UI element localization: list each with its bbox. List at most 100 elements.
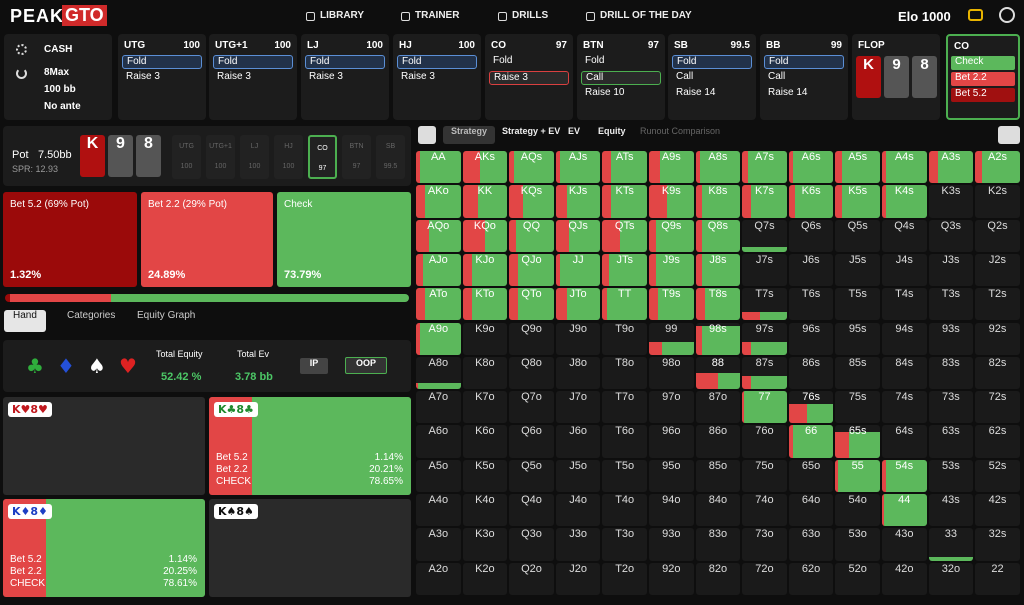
position-action[interactable]: Raise 3 bbox=[217, 71, 251, 82]
hand-cell[interactable]: 96o bbox=[649, 425, 694, 458]
mini-position[interactable]: CO 97 bbox=[308, 135, 337, 179]
hand-cell[interactable]: 77 bbox=[742, 391, 787, 424]
hand-cell[interactable]: J5o bbox=[555, 459, 601, 492]
current-action[interactable]: Bet 5.2 bbox=[951, 88, 1015, 102]
hand-cell[interactable]: K2s bbox=[975, 185, 1020, 218]
position-action[interactable]: Call bbox=[581, 71, 661, 85]
hand-cell[interactable]: 83s bbox=[928, 356, 974, 390]
hand-cell[interactable]: K9o bbox=[462, 322, 508, 355]
hand-cell[interactable]: TT bbox=[602, 288, 647, 321]
grid-tab[interactable]: Strategy + EV bbox=[502, 126, 561, 136]
hand-cell[interactable]: J4s bbox=[882, 253, 927, 287]
hand-cell[interactable]: Q6s bbox=[788, 219, 834, 252]
hand-cell[interactable]: T5o bbox=[602, 459, 647, 492]
position-box[interactable]: BTN 97 Fold Call Raise 10 bbox=[577, 34, 665, 120]
position-action[interactable]: Raise 10 bbox=[585, 87, 625, 98]
hand-cell[interactable]: T7s bbox=[742, 288, 787, 321]
hand-cell[interactable]: Q9o bbox=[509, 322, 554, 355]
current-action[interactable]: Check bbox=[951, 56, 1015, 70]
hand-cell[interactable]: 66 bbox=[788, 425, 834, 458]
hand-cell[interactable]: 32s bbox=[975, 528, 1020, 561]
hand-cell[interactable]: 98s bbox=[695, 322, 741, 355]
hand-cell[interactable]: 42o bbox=[882, 562, 927, 595]
hand-cell[interactable]: K9s bbox=[649, 185, 694, 218]
hand-cell[interactable]: AQs bbox=[509, 151, 554, 184]
position-box[interactable]: BB 99 Fold Call Raise 14 bbox=[760, 34, 848, 120]
hand-cell[interactable]: AJs bbox=[555, 151, 601, 184]
position-action[interactable]: Fold bbox=[493, 55, 513, 66]
hand-cell[interactable]: T8o bbox=[602, 356, 647, 390]
refresh-icon[interactable] bbox=[16, 68, 27, 79]
hand-cell[interactable]: Q7s bbox=[742, 219, 787, 252]
hand-cell[interactable]: 95s bbox=[835, 322, 880, 355]
hand-cell[interactable]: K3s bbox=[928, 185, 974, 218]
hand-cell[interactable]: 44 bbox=[882, 494, 927, 527]
hand-cell[interactable]: Q2s bbox=[975, 219, 1020, 252]
hand-cell[interactable]: A2s bbox=[975, 151, 1020, 184]
hand-cell[interactable]: ATs bbox=[602, 151, 647, 184]
hand-cell[interactable]: KQs bbox=[509, 185, 554, 218]
action-box[interactable]: Bet 2.2 (29% Pot) 24.89% bbox=[141, 192, 273, 287]
nav-item[interactable]: LIBRARY bbox=[320, 10, 365, 21]
tab[interactable]: Categories bbox=[67, 310, 116, 321]
hand-cell[interactable]: JTo bbox=[555, 288, 601, 321]
grid-tab[interactable]: Equity bbox=[598, 126, 626, 136]
hand-cell[interactable]: K7o bbox=[462, 391, 508, 424]
hand-cell[interactable]: J8o bbox=[555, 356, 601, 390]
hand-cell[interactable]: QQ bbox=[509, 219, 554, 252]
hand-cell[interactable]: A7o bbox=[416, 391, 461, 424]
hand-cell[interactable]: 92o bbox=[649, 562, 694, 595]
hand-cell[interactable]: 55 bbox=[835, 459, 880, 492]
hand-cell[interactable]: 65o bbox=[788, 459, 834, 492]
grid-tab[interactable]: EV bbox=[568, 126, 581, 136]
hand-cell[interactable]: Q4s bbox=[882, 219, 927, 252]
hand-cell[interactable]: 75o bbox=[742, 459, 787, 492]
user-icon[interactable] bbox=[999, 7, 1015, 23]
hand-cell[interactable]: 76o bbox=[742, 425, 787, 458]
hand-cell[interactable]: 86o bbox=[695, 425, 741, 458]
hand-cell[interactable]: 83o bbox=[695, 528, 741, 561]
hand-cell[interactable]: 54s bbox=[882, 459, 927, 492]
hand-cell[interactable]: T6s bbox=[788, 288, 834, 321]
hand-cell[interactable]: Q8o bbox=[509, 356, 554, 390]
hand-cell[interactable]: 52s bbox=[975, 459, 1020, 492]
hand-cell[interactable]: T6o bbox=[602, 425, 647, 458]
hand-cell[interactable]: J3o bbox=[555, 528, 601, 561]
hand-cell[interactable]: 64o bbox=[788, 494, 834, 527]
suit-filter[interactable]: ♠ bbox=[88, 354, 106, 378]
position-box[interactable]: SB 99.5 Fold Call Raise 14 bbox=[668, 34, 756, 120]
hand-cell[interactable]: A6o bbox=[416, 425, 461, 458]
suit-filter[interactable]: ♣ bbox=[26, 354, 44, 378]
hand-cell[interactable]: 82s bbox=[975, 356, 1020, 390]
position-box[interactable]: LJ 100 Fold Raise 3 bbox=[301, 34, 389, 120]
hand-cell[interactable]: 93s bbox=[928, 322, 974, 355]
hand-cell[interactable]: Q4o bbox=[509, 494, 554, 527]
hand-cell[interactable]: KQo bbox=[462, 219, 508, 252]
grid-view-icon[interactable] bbox=[418, 126, 436, 144]
hand-cell[interactable]: 53s bbox=[928, 459, 974, 492]
hand-cell[interactable]: KJo bbox=[462, 253, 508, 287]
hand-cell[interactable]: 52o bbox=[835, 562, 880, 595]
hand-cell[interactable]: A2o bbox=[416, 562, 461, 595]
mini-position[interactable]: LJ 100 bbox=[240, 135, 269, 179]
position-action[interactable]: Raise 14 bbox=[676, 87, 716, 98]
hand-cell[interactable]: K8s bbox=[695, 185, 741, 218]
grid-tab[interactable]: Runout Comparison bbox=[640, 126, 721, 136]
hand-cell[interactable]: QJs bbox=[555, 219, 601, 252]
hand-cell[interactable]: T5s bbox=[835, 288, 880, 321]
hand-cell[interactable]: 73o bbox=[742, 528, 787, 561]
hand-cell[interactable]: 33 bbox=[928, 528, 974, 561]
hand-cell[interactable]: AA bbox=[416, 151, 461, 184]
hand-cell[interactable]: 63o bbox=[788, 528, 834, 561]
nav-item[interactable]: DRILLS bbox=[512, 10, 549, 21]
hand-cell[interactable]: 96s bbox=[788, 322, 834, 355]
controller-icon[interactable] bbox=[998, 126, 1020, 144]
hand-cell[interactable]: 98o bbox=[649, 356, 694, 390]
hand-cell[interactable]: K5s bbox=[835, 185, 880, 218]
hand-cell[interactable]: AJo bbox=[416, 253, 461, 287]
hand-cell[interactable]: 76s bbox=[788, 391, 834, 424]
hand-cell[interactable]: KTs bbox=[602, 185, 647, 218]
hand-cell[interactable]: 63s bbox=[928, 425, 974, 458]
hand-cell[interactable]: 65s bbox=[835, 425, 880, 458]
action-box[interactable]: Check 73.79% bbox=[277, 192, 411, 287]
